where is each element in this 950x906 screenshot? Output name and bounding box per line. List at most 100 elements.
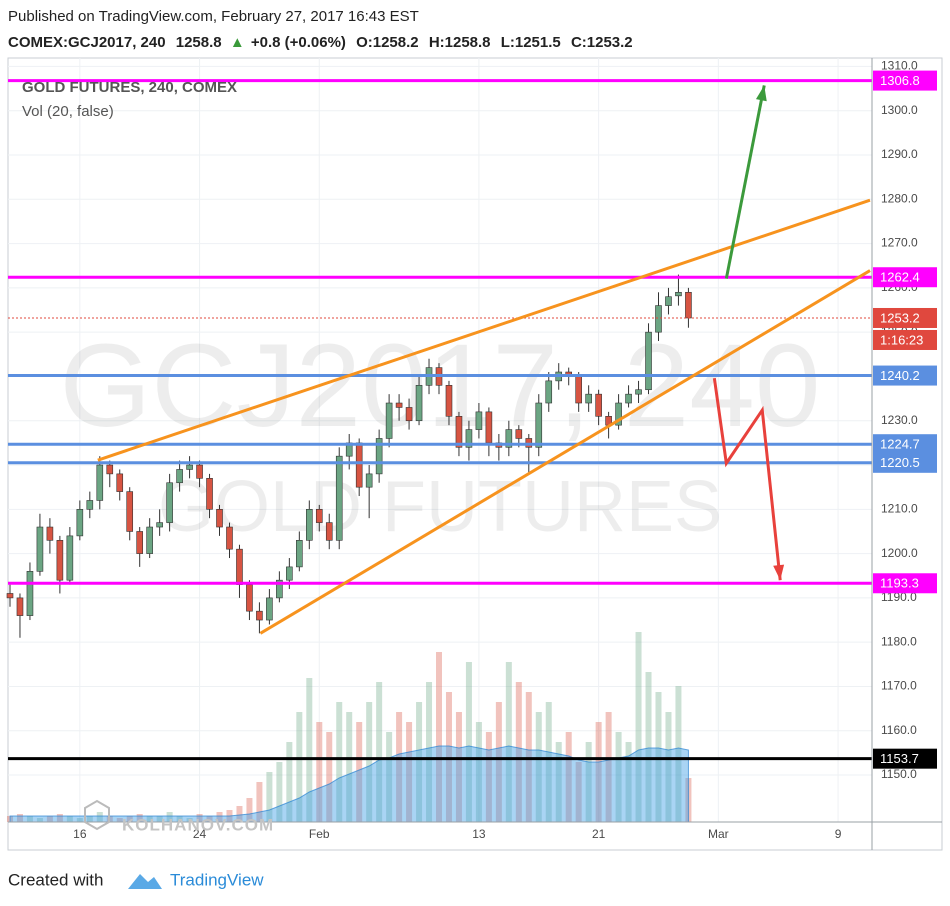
change: +0.8 (+0.06%): [251, 34, 346, 51]
level-label: 1153.7: [880, 751, 919, 766]
candle-body: [415, 385, 423, 422]
candle-body: [455, 416, 463, 448]
y-tick-label: 1160.0: [881, 723, 917, 737]
volume-bar: [186, 818, 193, 822]
volume-bar: [366, 702, 373, 822]
indicator-label: Vol (20, false): [22, 103, 114, 120]
candle-body: [635, 389, 642, 395]
symbol-watermark: GCJ2017, 240: [60, 320, 821, 452]
close-label: C:: [571, 34, 587, 51]
candle-body: [296, 540, 303, 568]
volume-bar: [266, 772, 273, 822]
plot: GCJ2017, 240 GOLD FUTURES: [6, 58, 872, 823]
candle-body: [226, 526, 233, 550]
chart-frame: [7, 57, 943, 851]
candle-body: [585, 393, 592, 404]
volume-bar: [625, 742, 632, 822]
y-tick-label: 1150.0: [881, 767, 917, 781]
volume-bar: [196, 814, 203, 822]
volume-bar: [595, 722, 602, 822]
volume-bar: [36, 818, 43, 822]
watermark-icon: [84, 799, 110, 831]
volume-bar: [276, 762, 283, 822]
volume-bar: [655, 692, 662, 822]
volume-bar: [475, 722, 482, 822]
volume-bar: [495, 702, 502, 822]
volume-bar: [615, 732, 622, 822]
candle-body: [66, 535, 74, 581]
candle-body: [236, 548, 243, 585]
volume-bar: [426, 682, 433, 822]
last-price-label-box: [873, 307, 937, 328]
countdown-label-box: [873, 329, 937, 350]
volume-bar: [356, 722, 363, 822]
candle-body: [675, 291, 682, 297]
published-line: Published on TradingView.com, February 2…: [8, 8, 419, 25]
up-triangle: ▲: [230, 34, 245, 51]
volume-bar: [555, 742, 562, 822]
level-label-box: [873, 365, 937, 386]
volume-bar: [176, 816, 183, 822]
candle-body: [355, 442, 363, 488]
x-tick-label: 16: [73, 827, 87, 841]
candle-body: [385, 402, 393, 439]
y-tick-label: 1190.0: [881, 590, 917, 604]
y-tick-label: 1300.0: [881, 103, 918, 117]
candle-body: [36, 526, 44, 572]
level-label-box: [873, 573, 937, 594]
candle-body: [6, 593, 14, 599]
volume-bar: [66, 816, 73, 822]
volume-bar: [326, 732, 333, 822]
volume-bar: [346, 712, 353, 822]
open-label: O:: [356, 34, 373, 51]
candle-body: [625, 393, 632, 404]
candle-body: [176, 469, 183, 484]
watermark-text: KOLHANOV.COM: [122, 815, 274, 834]
x-tick-label: Feb: [309, 827, 330, 841]
volume-bar: [206, 816, 213, 822]
volume-bar: [236, 806, 243, 822]
site-watermark: KOLHANOV.COM: [84, 799, 274, 834]
volume-bar: [166, 812, 173, 822]
volume-bar: [116, 818, 123, 822]
candle-body: [615, 402, 622, 426]
candle-body: [266, 597, 273, 621]
candle-body: [286, 566, 293, 581]
candle-body: [465, 429, 473, 448]
y-tick-label: 1310.0: [881, 59, 918, 73]
volume-bar: [76, 818, 83, 822]
candle-body: [505, 429, 513, 448]
volume-bar: [545, 702, 552, 822]
y-tick-label: 1180.0: [881, 634, 917, 648]
last-price-label: 1253.2: [880, 310, 920, 325]
footer-brand[interactable]: TradingView: [170, 870, 264, 889]
x-tick-label: Mar: [708, 827, 729, 841]
level-label: 1240.2: [880, 368, 920, 383]
volume-bar: [316, 722, 323, 822]
candle-body: [126, 491, 134, 532]
x-tick-label: 9: [835, 827, 842, 841]
volume-bar: [96, 812, 103, 822]
candle-body: [56, 540, 64, 581]
volume-bar: [485, 732, 492, 822]
candle-body: [375, 438, 383, 475]
symbol: COMEX:GCJ2017, 240: [8, 34, 166, 51]
candle-body: [665, 296, 672, 306]
level-label-box: [873, 70, 937, 91]
volume-ma-area: [9, 745, 689, 823]
low-value: 1251.5: [515, 34, 561, 51]
candle-body: [46, 526, 54, 541]
y-tick-label: 1230.0: [881, 413, 918, 427]
high-value: 1258.8: [445, 34, 491, 51]
candle-body: [445, 385, 453, 417]
candle-body: [485, 411, 493, 444]
volume-bar: [386, 732, 393, 822]
level-label: 1224.7: [880, 437, 920, 452]
open-value: 1258.2: [373, 34, 419, 51]
candle-body: [86, 500, 94, 510]
candle-body: [365, 473, 373, 488]
candle-body: [26, 571, 34, 616]
candle-body: [475, 411, 483, 430]
volume-bar: [605, 712, 612, 822]
